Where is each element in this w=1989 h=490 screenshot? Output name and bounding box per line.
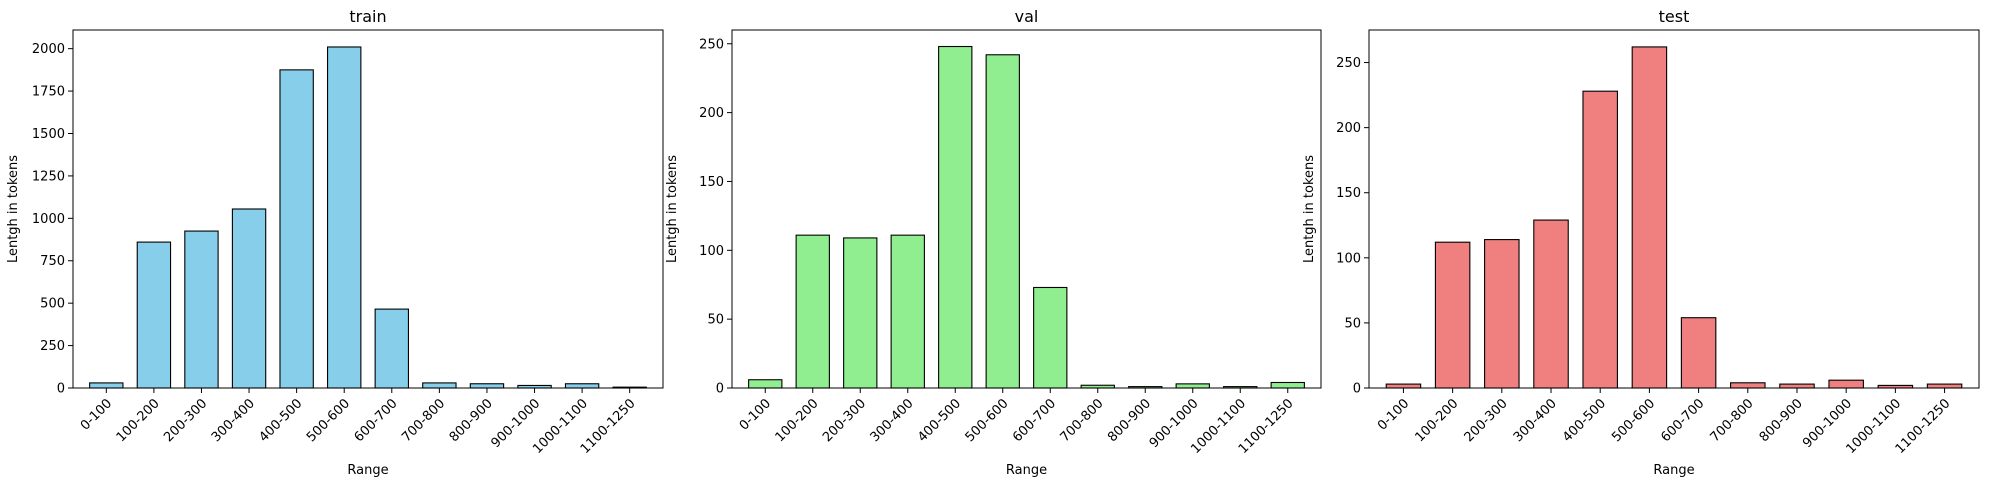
x-tick-label: 800-900 (1105, 396, 1154, 445)
y-tick-label: 150 (699, 175, 724, 190)
x-axis-label: Range (1006, 463, 1047, 478)
x-tick-label: 500-600 (963, 396, 1012, 445)
y-tick-label: 0 (716, 382, 724, 397)
y-tick-label: 50 (707, 313, 724, 328)
x-tick-label: 300-400 (1511, 396, 1560, 445)
bar-0-100 (748, 379, 783, 389)
bar-900-1000 (1175, 383, 1210, 389)
x-tick-label: 500-600 (1609, 396, 1658, 445)
bar-400-500 (279, 69, 314, 389)
x-axis-label: Range (1653, 463, 1694, 478)
chart-panel-val: 0 50 100 150 200 250 0-100100-200200-300300-40… (665, 7, 1322, 478)
y-tick-label: 750 (40, 254, 65, 269)
bar-200-300 (184, 230, 219, 389)
x-tick-label: 600-700 (352, 396, 401, 445)
chart-title: val (1015, 7, 1039, 26)
x-tick-label: 0-100 (78, 396, 115, 433)
y-tick-label: 1000 (32, 212, 65, 227)
x-tick-label: 200-300 (1462, 396, 1511, 445)
chart-panel-train: 0 250 500 750 1000 1250 1500 1750 2000 0-100100-2… (6, 7, 664, 478)
bar-800-900 (1779, 383, 1815, 389)
bar-300-400 (231, 208, 267, 389)
y-tick-label: 50 (1344, 316, 1361, 331)
x-tick-label: 800-900 (447, 396, 496, 445)
bar-200-300 (843, 237, 878, 389)
bar-600-700 (1680, 317, 1717, 389)
y-tick-label: 250 (699, 37, 724, 52)
bar-500-600 (985, 54, 1020, 389)
bar-400-500 (1582, 90, 1618, 389)
x-tick-label: 700-800 (1708, 396, 1757, 445)
x-tick-label: 100-200 (1412, 396, 1461, 445)
bar-300-400 (1533, 219, 1569, 389)
chart-panel-test: 0 50 100 150 200 250 0-100 100-200 200-300 300-40… (1302, 7, 1980, 478)
y-axis-label: Lentgh in tokens (665, 155, 680, 263)
y-tick-label: 1750 (32, 85, 65, 100)
y-tick-label: 1500 (32, 127, 65, 142)
bar-900-1000 (1828, 379, 1864, 389)
axes-frame (1368, 29, 1980, 389)
chart-title: train (349, 7, 386, 26)
x-tick-label: 400-500 (915, 396, 964, 445)
y-tick-label: 0 (1353, 382, 1361, 397)
y-tick-label: 0 (57, 382, 65, 397)
x-tick-label: 400-500 (256, 396, 305, 445)
y-axis-label: Lentgh in tokens (6, 155, 21, 263)
x-tick-label: 100-200 (773, 396, 822, 445)
x-tick-label: 700-800 (399, 396, 448, 445)
bar-1100-1250 (1926, 383, 1963, 389)
y-tick-label: 200 (1336, 121, 1361, 136)
x-tick-label: 300-400 (209, 396, 258, 445)
x-tick-label: 400-500 (1560, 396, 1609, 445)
x-tick-label: 800-900 (1757, 396, 1806, 445)
x-tick-label: 700-800 (1058, 396, 1107, 445)
chart-title: test (1659, 7, 1690, 26)
bar-700-800 (422, 382, 457, 389)
y-tick-label: 250 (1336, 56, 1361, 71)
bar-600-700 (374, 308, 410, 389)
bar-800-900 (469, 383, 505, 389)
axes-frame (731, 29, 1322, 389)
y-tick-label: 200 (699, 106, 724, 121)
y-tick-label: 1250 (32, 169, 65, 184)
y-axis-label: Lentgh in tokens (1302, 155, 1317, 263)
x-tick-label: 500-600 (304, 396, 353, 445)
x-tick-label: 100-200 (114, 396, 163, 445)
x-tick-label: 600-700 (1010, 396, 1059, 445)
y-tick-label: 150 (1336, 186, 1361, 201)
y-tick-label: 100 (699, 244, 724, 259)
bar-300-400 (890, 234, 925, 389)
x-axis-label: Range (347, 463, 388, 478)
x-tick-label: 200-300 (820, 396, 869, 445)
x-tick-label: 300-400 (868, 396, 917, 445)
bar-600-700 (1033, 286, 1068, 389)
y-tick-label: 2000 (32, 42, 65, 57)
bar-500-600 (1631, 46, 1668, 389)
y-tick-label: 500 (40, 297, 65, 312)
x-tick-label: 600-700 (1658, 396, 1707, 445)
bar-200-300 (1484, 239, 1520, 389)
x-tick-label: 200-300 (161, 396, 210, 445)
bar-1100-1250 (1270, 381, 1305, 389)
x-tick-label: 0-100 (737, 396, 774, 433)
bar-0-100 (89, 382, 124, 389)
bar-100-200 (1434, 241, 1471, 389)
bar-0-100 (1385, 383, 1422, 389)
x-tick-label: 0-100 (1375, 396, 1412, 433)
bar-700-800 (1730, 382, 1766, 389)
bar-500-600 (327, 46, 362, 389)
bar-100-200 (136, 241, 172, 389)
bar-100-200 (795, 234, 830, 389)
y-tick-label: 100 (1336, 251, 1361, 266)
bar-1000-1100 (564, 383, 600, 389)
axes-frame (72, 29, 664, 389)
bar-400-500 (938, 45, 973, 389)
y-tick-label: 250 (40, 339, 65, 354)
